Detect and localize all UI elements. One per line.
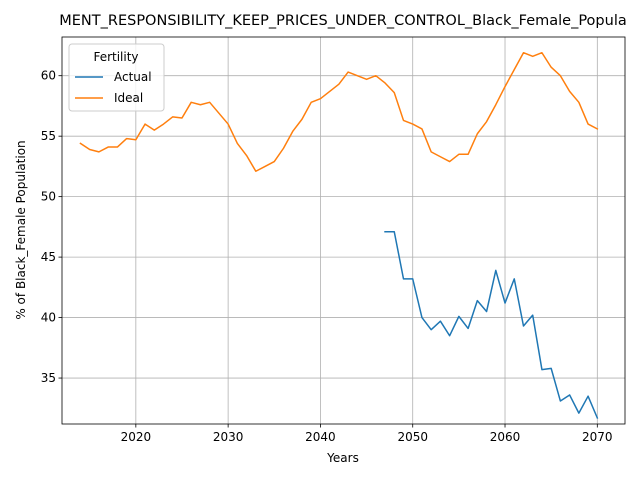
y-tick-label: 55 [41,129,56,143]
y-tick-label: 40 [41,311,56,325]
x-tick-label: 2070 [582,430,613,444]
legend-label-ideal: Ideal [114,91,143,105]
y-axis-label: % of Black_Female Population [14,140,28,319]
legend-label-actual: Actual [114,70,152,84]
legend-box [68,43,165,112]
legend-title: Fertility [93,50,138,64]
x-tick-label: 2060 [490,430,521,444]
x-axis-label: Years [326,451,359,465]
x-tick-label: 2050 [397,430,428,444]
x-tick-label: 2040 [305,430,336,444]
plot-frame [61,36,626,425]
legend: Fertility Actual Ideal [68,43,165,112]
series-line-ideal [79,51,599,172]
y-tick-label: 50 [41,190,56,204]
chart-title: MENT_RESPONSIBILITY_KEEP_PRICES_UNDER_CO… [59,13,627,29]
x-tick-label: 2030 [213,430,244,444]
grid [62,37,625,424]
series-line-actual [384,230,599,419]
y-tick-label: 60 [41,69,56,83]
series-lines [79,51,599,419]
y-tick-label: 35 [41,371,56,385]
axis-ticks: 2020 2030 2040 2050 2060 2070 35 40 45 50 55 60 [41,69,613,444]
x-tick-label: 2020 [121,430,152,444]
y-tick-label: 45 [41,250,56,264]
